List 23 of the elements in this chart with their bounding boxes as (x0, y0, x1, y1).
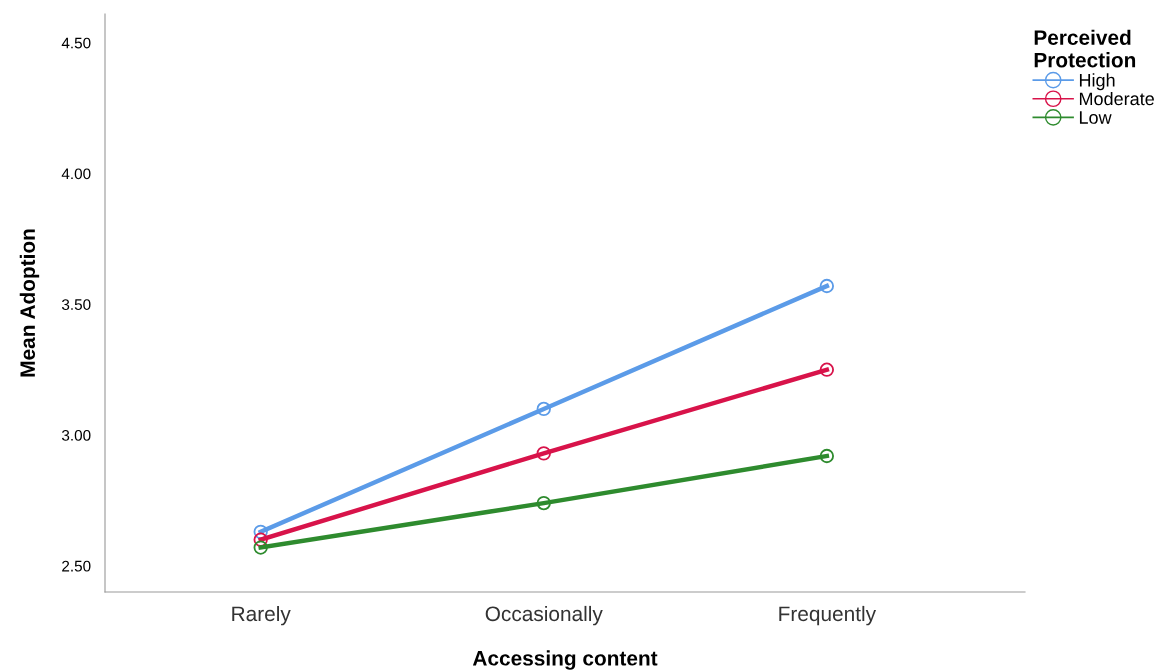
point (819, 362, 835, 377)
y-axis-title: Mean Adoption (19, 229, 40, 377)
x-axis-title: Accessing content (472, 650, 658, 670)
point (253, 540, 268, 555)
y-tick-label: 4.00 (61, 168, 91, 180)
y-tick-label: 4.50 (61, 37, 91, 49)
legend-label: Moderate (1079, 91, 1154, 106)
point (819, 448, 835, 464)
point (536, 446, 551, 461)
legend-label: High (1079, 73, 1115, 91)
y-tick-label: 3.00 (61, 429, 91, 441)
y-tick-label: 2.50 (62, 560, 91, 572)
legend-title: Perceived Protection (1034, 29, 1136, 68)
point (536, 401, 551, 417)
point (819, 278, 835, 294)
point (536, 495, 551, 511)
x-tick-label: Frequently (779, 605, 877, 626)
legend-label: Low (1079, 111, 1112, 124)
x-tick-label: Rarely (232, 605, 291, 626)
x-tick-label: Occasionally (485, 605, 603, 626)
y-tick-label: 3.50 (61, 299, 91, 310)
point (253, 524, 268, 540)
point (253, 532, 268, 547)
